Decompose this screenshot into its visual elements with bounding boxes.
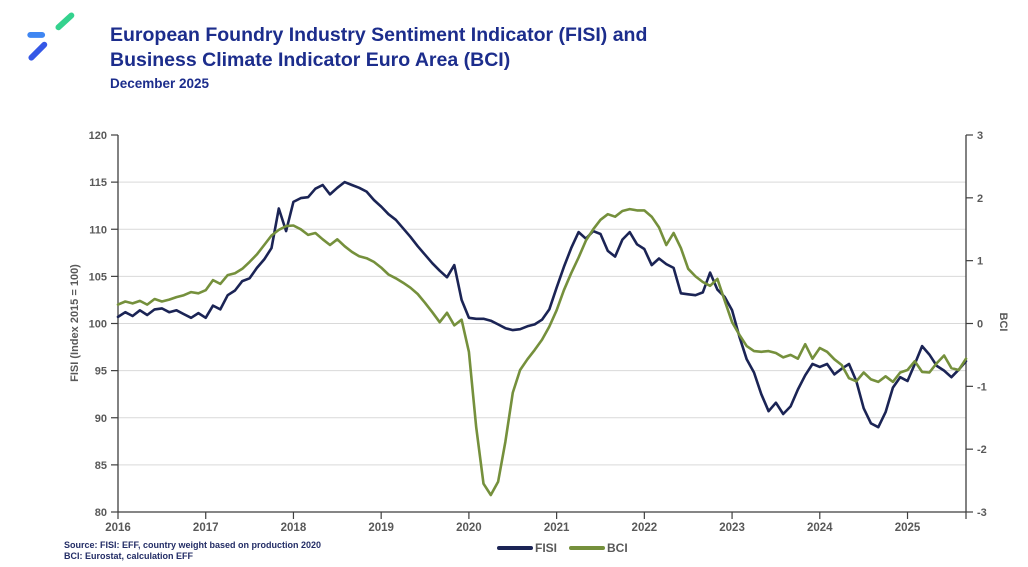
tick-label: 1 bbox=[977, 256, 983, 268]
logo-spoke-lower-left bbox=[28, 41, 48, 61]
chart-title-line-1: European Foundry Industry Sentiment Indi… bbox=[110, 24, 648, 46]
tick-label: 95 bbox=[95, 366, 107, 378]
left-axis-title: FISI (Index 2015 = 100) bbox=[69, 264, 81, 382]
tick-label: 2023 bbox=[719, 522, 745, 534]
legend-label-fisi: FISI bbox=[535, 541, 558, 555]
tick-label: 2025 bbox=[895, 522, 921, 534]
tick-label: 2 bbox=[977, 193, 983, 205]
x-axis: 2016 2017 2018 2019 2020 2021 2022 2023 2024 2025 bbox=[105, 512, 967, 534]
tick-label: 100 bbox=[89, 319, 107, 331]
legend-label-bci: BCI bbox=[607, 541, 628, 555]
tick-label: 3 bbox=[977, 130, 983, 142]
tick-label: 80 bbox=[95, 507, 107, 519]
tick-label: 90 bbox=[95, 413, 107, 425]
chart-title-line-2: Business Climate Indicator Euro Area (BC… bbox=[110, 49, 511, 71]
tick-label: 2022 bbox=[632, 522, 658, 534]
axes-spines bbox=[117, 135, 967, 513]
report-date: December 2025 bbox=[110, 76, 210, 91]
tick-label: -1 bbox=[977, 381, 987, 393]
legend-swatch-bci bbox=[569, 546, 606, 550]
title-block: European Foundry Industry Sentiment Indi… bbox=[110, 23, 647, 91]
tick-label: 2020 bbox=[456, 522, 482, 534]
source-line-2: BCI: Eurostat, calculation EFF bbox=[64, 551, 194, 561]
fisi-line bbox=[116, 180, 968, 429]
legend-item-fisi: FISI bbox=[497, 541, 557, 555]
tick-label: 115 bbox=[89, 177, 107, 189]
y-axis-right: -3 -2 -1 0 1 2 3 bbox=[966, 130, 987, 519]
source-note: Source: FISI: EFF, country weight based … bbox=[64, 540, 321, 562]
tick-label: 2016 bbox=[105, 522, 131, 534]
tick-label: 2024 bbox=[807, 522, 833, 534]
legend-item-bci: BCI bbox=[569, 541, 628, 555]
right-axis-title: BCI bbox=[997, 312, 1009, 332]
tick-label: 2018 bbox=[281, 522, 307, 534]
tick-label: 110 bbox=[89, 224, 107, 236]
tick-label: 0 bbox=[977, 319, 983, 331]
tick-label: 2019 bbox=[368, 522, 394, 534]
tick-label: 105 bbox=[89, 271, 107, 283]
tick-label: 120 bbox=[89, 130, 107, 142]
source-line-1: Source: FISI: EFF, country weight based … bbox=[64, 540, 322, 550]
gridlines bbox=[118, 181, 966, 466]
tick-label: 2021 bbox=[544, 522, 570, 534]
y-axis-left: 80 85 90 95 100 105 110 115 120 bbox=[89, 130, 118, 519]
bci-line bbox=[116, 207, 968, 497]
logo-spoke-upper-right bbox=[55, 12, 75, 31]
eff-logo bbox=[27, 10, 77, 61]
legend: FISI BCI bbox=[497, 541, 628, 555]
legend-swatch-fisi bbox=[497, 546, 533, 550]
tick-label: 85 bbox=[95, 460, 107, 472]
tick-label: -3 bbox=[977, 507, 987, 519]
tick-label: -2 bbox=[977, 444, 987, 456]
tick-label: 2017 bbox=[193, 522, 219, 534]
